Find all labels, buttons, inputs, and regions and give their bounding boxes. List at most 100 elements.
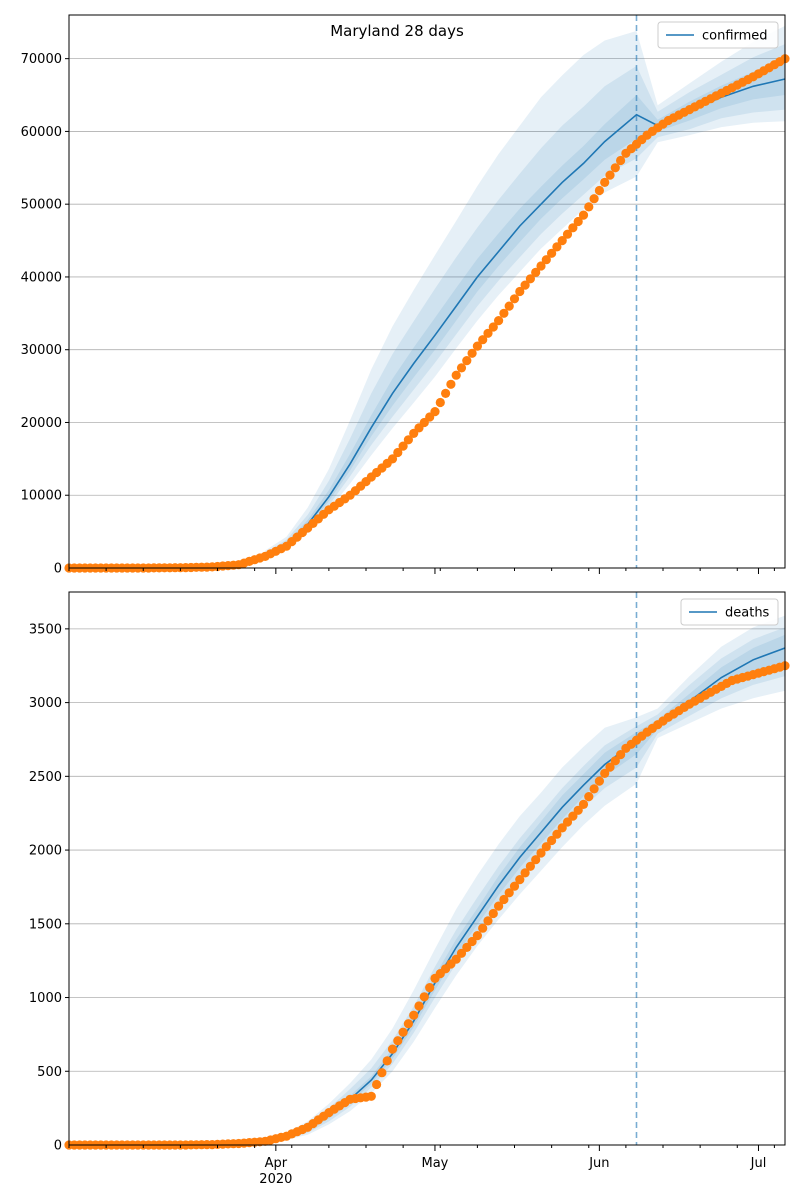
y-tick-label: 0 <box>54 562 62 577</box>
observed-point <box>494 316 504 326</box>
y-tick-label: 1000 <box>29 991 62 1006</box>
observed-point <box>398 1027 408 1037</box>
observed-point <box>382 1056 392 1066</box>
observed-point <box>605 170 615 180</box>
observed-point <box>387 454 398 464</box>
observed-point <box>462 356 472 366</box>
observed-point <box>578 799 589 810</box>
observed-point <box>488 908 498 919</box>
observed-point <box>403 435 413 445</box>
observed-point <box>387 1044 398 1054</box>
y-tick-label: 0 <box>54 1139 62 1154</box>
legend-box <box>680 598 779 626</box>
observed-point <box>536 848 546 858</box>
observed-point <box>520 280 530 290</box>
y-tick-label: 2000 <box>29 844 62 859</box>
observed-point <box>594 776 605 786</box>
observed-point <box>557 823 567 833</box>
observed-point <box>456 948 467 958</box>
observed-point <box>441 388 451 398</box>
x-tick-label: Jul <box>750 1156 767 1171</box>
observed-point <box>536 261 546 271</box>
observed-point <box>557 236 567 246</box>
observed-point <box>372 1079 382 1090</box>
y-tick-label: 1500 <box>29 917 62 932</box>
observed-point <box>568 811 578 821</box>
observed-point <box>573 216 583 227</box>
observed-point <box>578 210 589 220</box>
legend-label: deaths <box>725 606 770 621</box>
observed-point <box>419 992 429 1002</box>
y-tick-label: 2500 <box>29 770 62 785</box>
observed-point <box>600 177 610 187</box>
observed-point <box>541 842 551 852</box>
observed-point <box>377 1068 387 1078</box>
observed-point <box>573 805 583 815</box>
observed-point <box>520 868 530 878</box>
observed-point <box>478 335 488 345</box>
observed-point <box>610 756 620 766</box>
observed-point <box>515 286 525 297</box>
chart-title: Maryland 28 days <box>330 22 464 40</box>
observed-point <box>610 163 620 173</box>
observed-point <box>462 942 472 953</box>
observed-point <box>600 768 610 779</box>
observed-point <box>541 255 551 265</box>
confidence-band <box>265 25 785 559</box>
x-tick-label: May <box>422 1156 449 1171</box>
observed-point <box>409 1010 419 1020</box>
observed-point <box>515 875 525 885</box>
x-tick-sublabel: 2020 <box>259 1172 292 1187</box>
observed-point <box>425 983 435 993</box>
observed-point <box>483 328 493 338</box>
observed-point <box>504 301 514 311</box>
observed-point <box>430 407 440 417</box>
observed-point <box>525 274 536 284</box>
legend-label: confirmed <box>702 29 768 44</box>
observed-point <box>366 1091 376 1101</box>
y-tick-label: 40000 <box>21 270 62 285</box>
x-tick-label: Jun <box>588 1156 609 1171</box>
legend: confirmed <box>657 21 779 49</box>
y-tick-label: 10000 <box>21 489 62 504</box>
observed-point <box>393 1036 403 1046</box>
y-tick-label: 30000 <box>21 343 62 358</box>
axes-frame <box>68 14 786 569</box>
observed-point <box>589 194 599 204</box>
observed-point <box>509 294 520 304</box>
observed-point <box>451 954 461 964</box>
observed-point <box>403 1019 413 1029</box>
observed-point <box>472 931 482 941</box>
y-tick-label: 3500 <box>29 622 62 637</box>
confirmed-panel: 0 10000 20000 30000 40000 50000 60000 70000 conf… <box>21 14 790 577</box>
observed-point <box>499 308 509 318</box>
legend-box <box>657 21 779 49</box>
observed-point <box>451 370 461 380</box>
observed-point <box>467 348 477 358</box>
observed-point <box>398 441 408 451</box>
y-tick-label: 60000 <box>21 125 62 140</box>
y-tick-label: 500 <box>37 1065 62 1080</box>
legend: deaths <box>680 598 779 626</box>
observed-point <box>504 888 514 898</box>
y-tick-label: 3000 <box>29 696 62 711</box>
observed-point <box>478 923 488 933</box>
confidence-band <box>265 61 785 558</box>
y-tick-label: 20000 <box>21 416 62 431</box>
observed-point <box>594 185 605 196</box>
observed-point <box>393 447 403 458</box>
observed-point <box>446 379 456 389</box>
observed-point <box>605 762 615 772</box>
y-tick-label: 70000 <box>21 52 62 67</box>
observed-point <box>494 901 504 911</box>
observed-point <box>531 855 541 865</box>
observed-points <box>64 54 790 573</box>
observed-point <box>616 155 626 166</box>
observed-point <box>467 936 477 947</box>
observed-point <box>488 322 498 332</box>
observed-point <box>531 267 541 277</box>
observed-point <box>584 202 594 212</box>
